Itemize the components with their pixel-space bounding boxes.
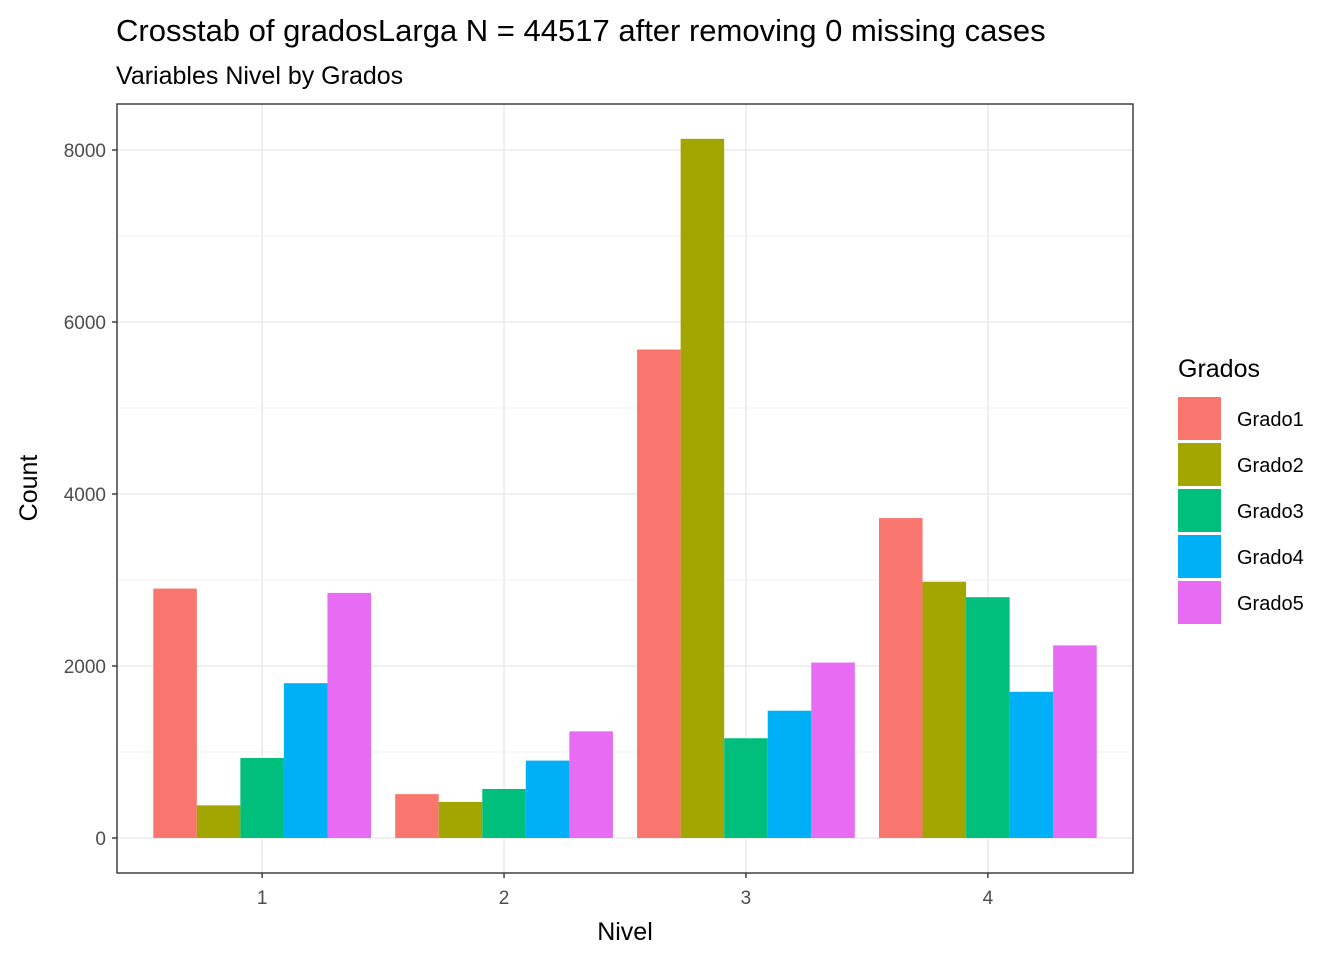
legend-label-grado2: Grado2 <box>1237 455 1304 477</box>
x-tick-label: 3 <box>741 888 752 909</box>
y-axis: 0 2000 4000 6000 8000 <box>64 141 117 850</box>
bar-grado3-nivel-3 <box>724 738 768 838</box>
legend-label-grado1: Grado1 <box>1237 409 1304 431</box>
x-tick-label: 2 <box>499 888 510 909</box>
bar-grado2-nivel-4 <box>922 581 967 838</box>
legend-key-grado1 <box>1178 397 1221 440</box>
legend-key-grado2 <box>1178 443 1221 486</box>
legend-key-grado5 <box>1178 581 1221 624</box>
y-tick-label: 4000 <box>64 485 106 506</box>
legend-title: Grados <box>1178 355 1260 383</box>
legend: Grados Grado1 Grado2 Grado3 Grado4 Grado5 <box>1178 355 1304 624</box>
bar-grado5-nivel-3 <box>811 662 855 838</box>
bar-grado4-nivel-4 <box>1009 691 1054 838</box>
bar-grado4-nivel-1 <box>283 683 328 838</box>
bar-grado1-nivel-1 <box>153 588 197 838</box>
bar-grado5-nivel-1 <box>327 592 371 838</box>
panel-border <box>116 103 1134 874</box>
bar-grado1-nivel-2 <box>395 794 439 838</box>
bars <box>153 138 1097 838</box>
y-tick-label: 2000 <box>64 657 106 678</box>
legend-label-grado4: Grado4 <box>1237 547 1304 569</box>
bar-grado5-nivel-4 <box>1053 645 1097 838</box>
x-tick-label: 4 <box>983 888 994 909</box>
bar-grado2-nivel-2 <box>438 801 483 838</box>
bar-grado2-nivel-3 <box>680 138 725 838</box>
y-axis-title: Count <box>15 455 43 522</box>
legend-label-grado5: Grado5 <box>1237 593 1304 615</box>
y-tick-label: 8000 <box>64 141 106 162</box>
y-tick-label: 0 <box>95 829 106 850</box>
grid-major <box>117 104 1133 873</box>
bar-grado3-nivel-1 <box>240 758 284 838</box>
legend-key-grado4 <box>1178 535 1221 578</box>
bar-grado3-nivel-2 <box>482 788 526 838</box>
y-tick-label: 6000 <box>64 313 106 334</box>
x-tick-label: 1 <box>257 888 268 909</box>
legend-label-grado3: Grado3 <box>1237 501 1304 523</box>
bar-grado2-nivel-1 <box>196 805 241 838</box>
x-axis: 1 2 3 4 <box>257 873 994 909</box>
chart-subtitle: Variables Nivel by Grados <box>116 62 403 90</box>
bar-grado4-nivel-3 <box>767 710 812 838</box>
bar-grado4-nivel-2 <box>525 760 570 838</box>
bar-grado1-nivel-4 <box>879 518 923 838</box>
x-axis-title: Nivel <box>597 918 653 946</box>
legend-key-grado3 <box>1178 489 1221 532</box>
bar-grado1-nivel-3 <box>637 349 681 838</box>
chart-title: Crosstab of gradosLarga N = 44517 after … <box>116 13 1046 48</box>
bar-grado5-nivel-2 <box>569 731 613 838</box>
bar-grado3-nivel-4 <box>966 597 1010 838</box>
legend-items: Grado1 Grado2 Grado3 Grado4 Grado5 <box>1178 397 1304 624</box>
